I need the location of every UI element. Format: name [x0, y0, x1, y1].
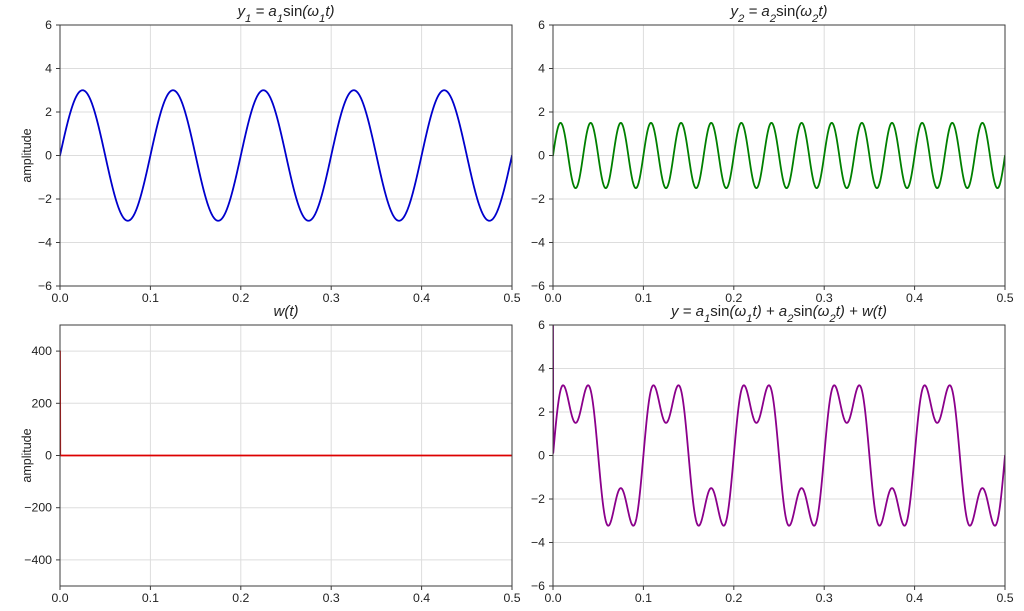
svg-text:−2: −2 [531, 192, 545, 206]
svg-text:0.5: 0.5 [503, 591, 520, 605]
svg-text:0.3: 0.3 [323, 591, 340, 605]
svg-text:−4: −4 [531, 536, 545, 550]
svg-text:amplitude: amplitude [20, 128, 34, 182]
svg-text:0.5: 0.5 [996, 591, 1013, 605]
svg-text:−6: −6 [38, 279, 52, 293]
svg-text:2: 2 [45, 105, 52, 119]
svg-text:−400: −400 [24, 553, 52, 567]
svg-text:0.0: 0.0 [51, 591, 68, 605]
svg-text:0.4: 0.4 [906, 591, 923, 605]
svg-text:0: 0 [538, 149, 545, 163]
svg-text:4: 4 [538, 362, 545, 376]
svg-text:0.2: 0.2 [725, 591, 742, 605]
svg-text:2: 2 [538, 105, 545, 119]
svg-text:−2: −2 [531, 492, 545, 506]
svg-text:2: 2 [538, 405, 545, 419]
svg-text:amplitude: amplitude [20, 428, 34, 482]
svg-text:6: 6 [538, 18, 545, 32]
svg-text:−200: −200 [24, 501, 52, 515]
svg-text:0.2: 0.2 [232, 591, 249, 605]
svg-text:200: 200 [31, 396, 52, 410]
svg-text:6: 6 [538, 318, 545, 332]
svg-text:4: 4 [538, 62, 545, 76]
svg-text:6: 6 [45, 18, 52, 32]
svg-text:0: 0 [45, 449, 52, 463]
svg-text:−4: −4 [531, 236, 545, 250]
svg-text:−6: −6 [531, 579, 545, 593]
svg-text:4: 4 [45, 62, 52, 76]
svg-text:0.4: 0.4 [413, 591, 430, 605]
svg-text:0: 0 [538, 449, 545, 463]
svg-text:0.0: 0.0 [544, 591, 561, 605]
svg-text:−4: −4 [38, 236, 52, 250]
svg-text:0.1: 0.1 [635, 591, 652, 605]
svg-text:0: 0 [45, 149, 52, 163]
svg-text:0.3: 0.3 [816, 591, 833, 605]
svg-text:−2: −2 [38, 192, 52, 206]
svg-text:−6: −6 [531, 279, 545, 293]
svg-text:0.1: 0.1 [142, 591, 159, 605]
svg-text:400: 400 [31, 344, 52, 358]
